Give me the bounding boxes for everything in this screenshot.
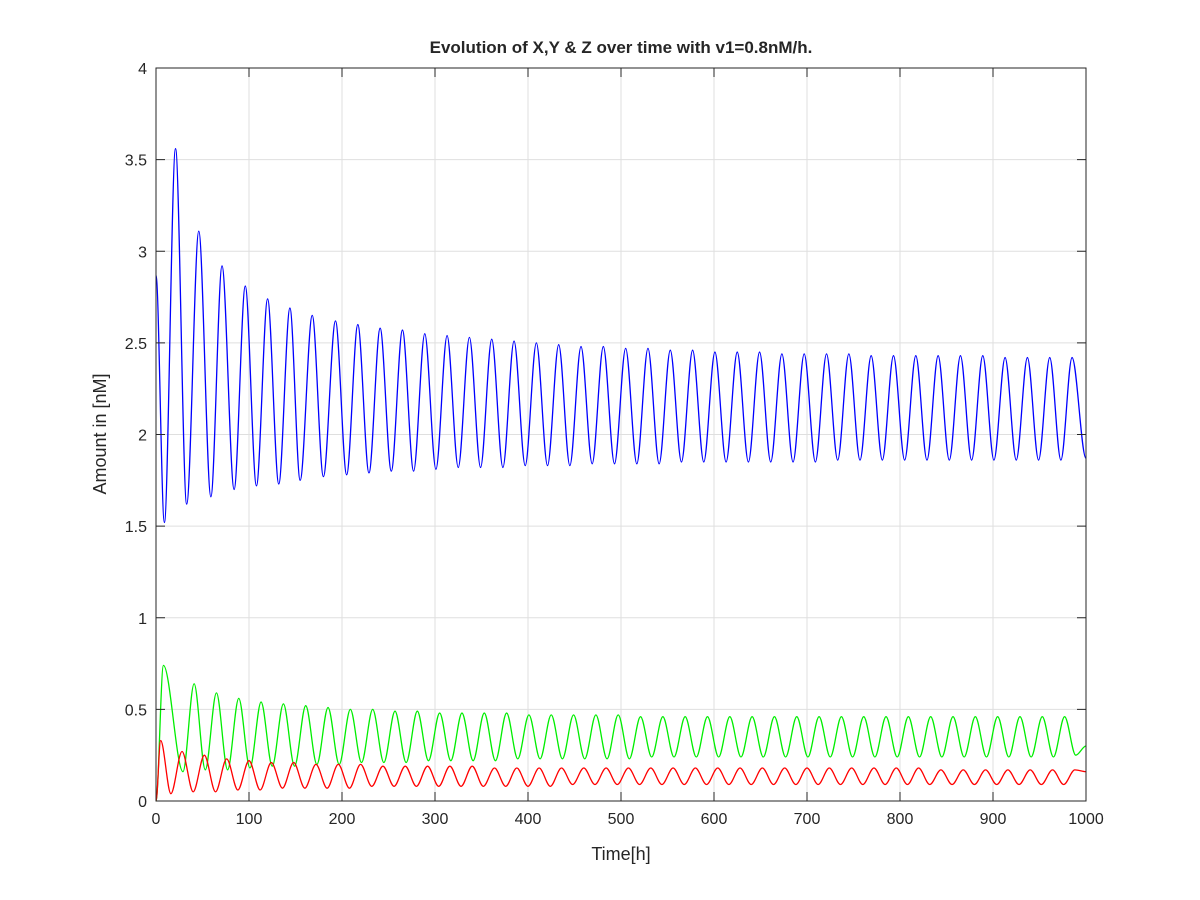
x-axis-label: Time[h] (591, 844, 650, 864)
y-tick-label: 0 (138, 794, 147, 811)
grid (156, 68, 1086, 801)
x-tick-label: 900 (980, 811, 1007, 828)
y-tick-label: 0.5 (125, 702, 147, 719)
x-tick-label: 400 (515, 811, 542, 828)
y-axis-label: Amount in [nM] (90, 373, 110, 494)
x-tick-label: 700 (794, 811, 821, 828)
y-tick-label: 2.5 (125, 336, 147, 353)
series-line-1 (155, 147, 1087, 524)
x-tick-label: 100 (236, 811, 263, 828)
tick-labels: 0 100 200 300 400 500 600 700 800 900 1000 0 0.5 1 1.5… (125, 61, 1104, 828)
y-tick-label: 3 (138, 244, 147, 261)
series-layer (155, 147, 1087, 802)
x-tick-label: 200 (329, 811, 356, 828)
series-line-3 (155, 739, 1087, 802)
y-tick-label: 4 (138, 61, 147, 78)
x-tick-label: 800 (887, 811, 914, 828)
chart-title: Evolution of X,Y & Z over time with v1=0… (430, 38, 813, 57)
y-tick-label: 3.5 (125, 153, 147, 170)
ticks (155, 67, 1087, 802)
x-tick-label: 500 (608, 811, 635, 828)
x-tick-label: 300 (422, 811, 449, 828)
y-tick-label: 2 (138, 428, 147, 445)
x-tick-label: 600 (701, 811, 728, 828)
y-tick-label: 1 (138, 611, 147, 628)
x-tick-label: 1000 (1068, 811, 1104, 828)
x-tick-label: 0 (152, 811, 161, 828)
y-tick-label: 1.5 (125, 519, 147, 536)
